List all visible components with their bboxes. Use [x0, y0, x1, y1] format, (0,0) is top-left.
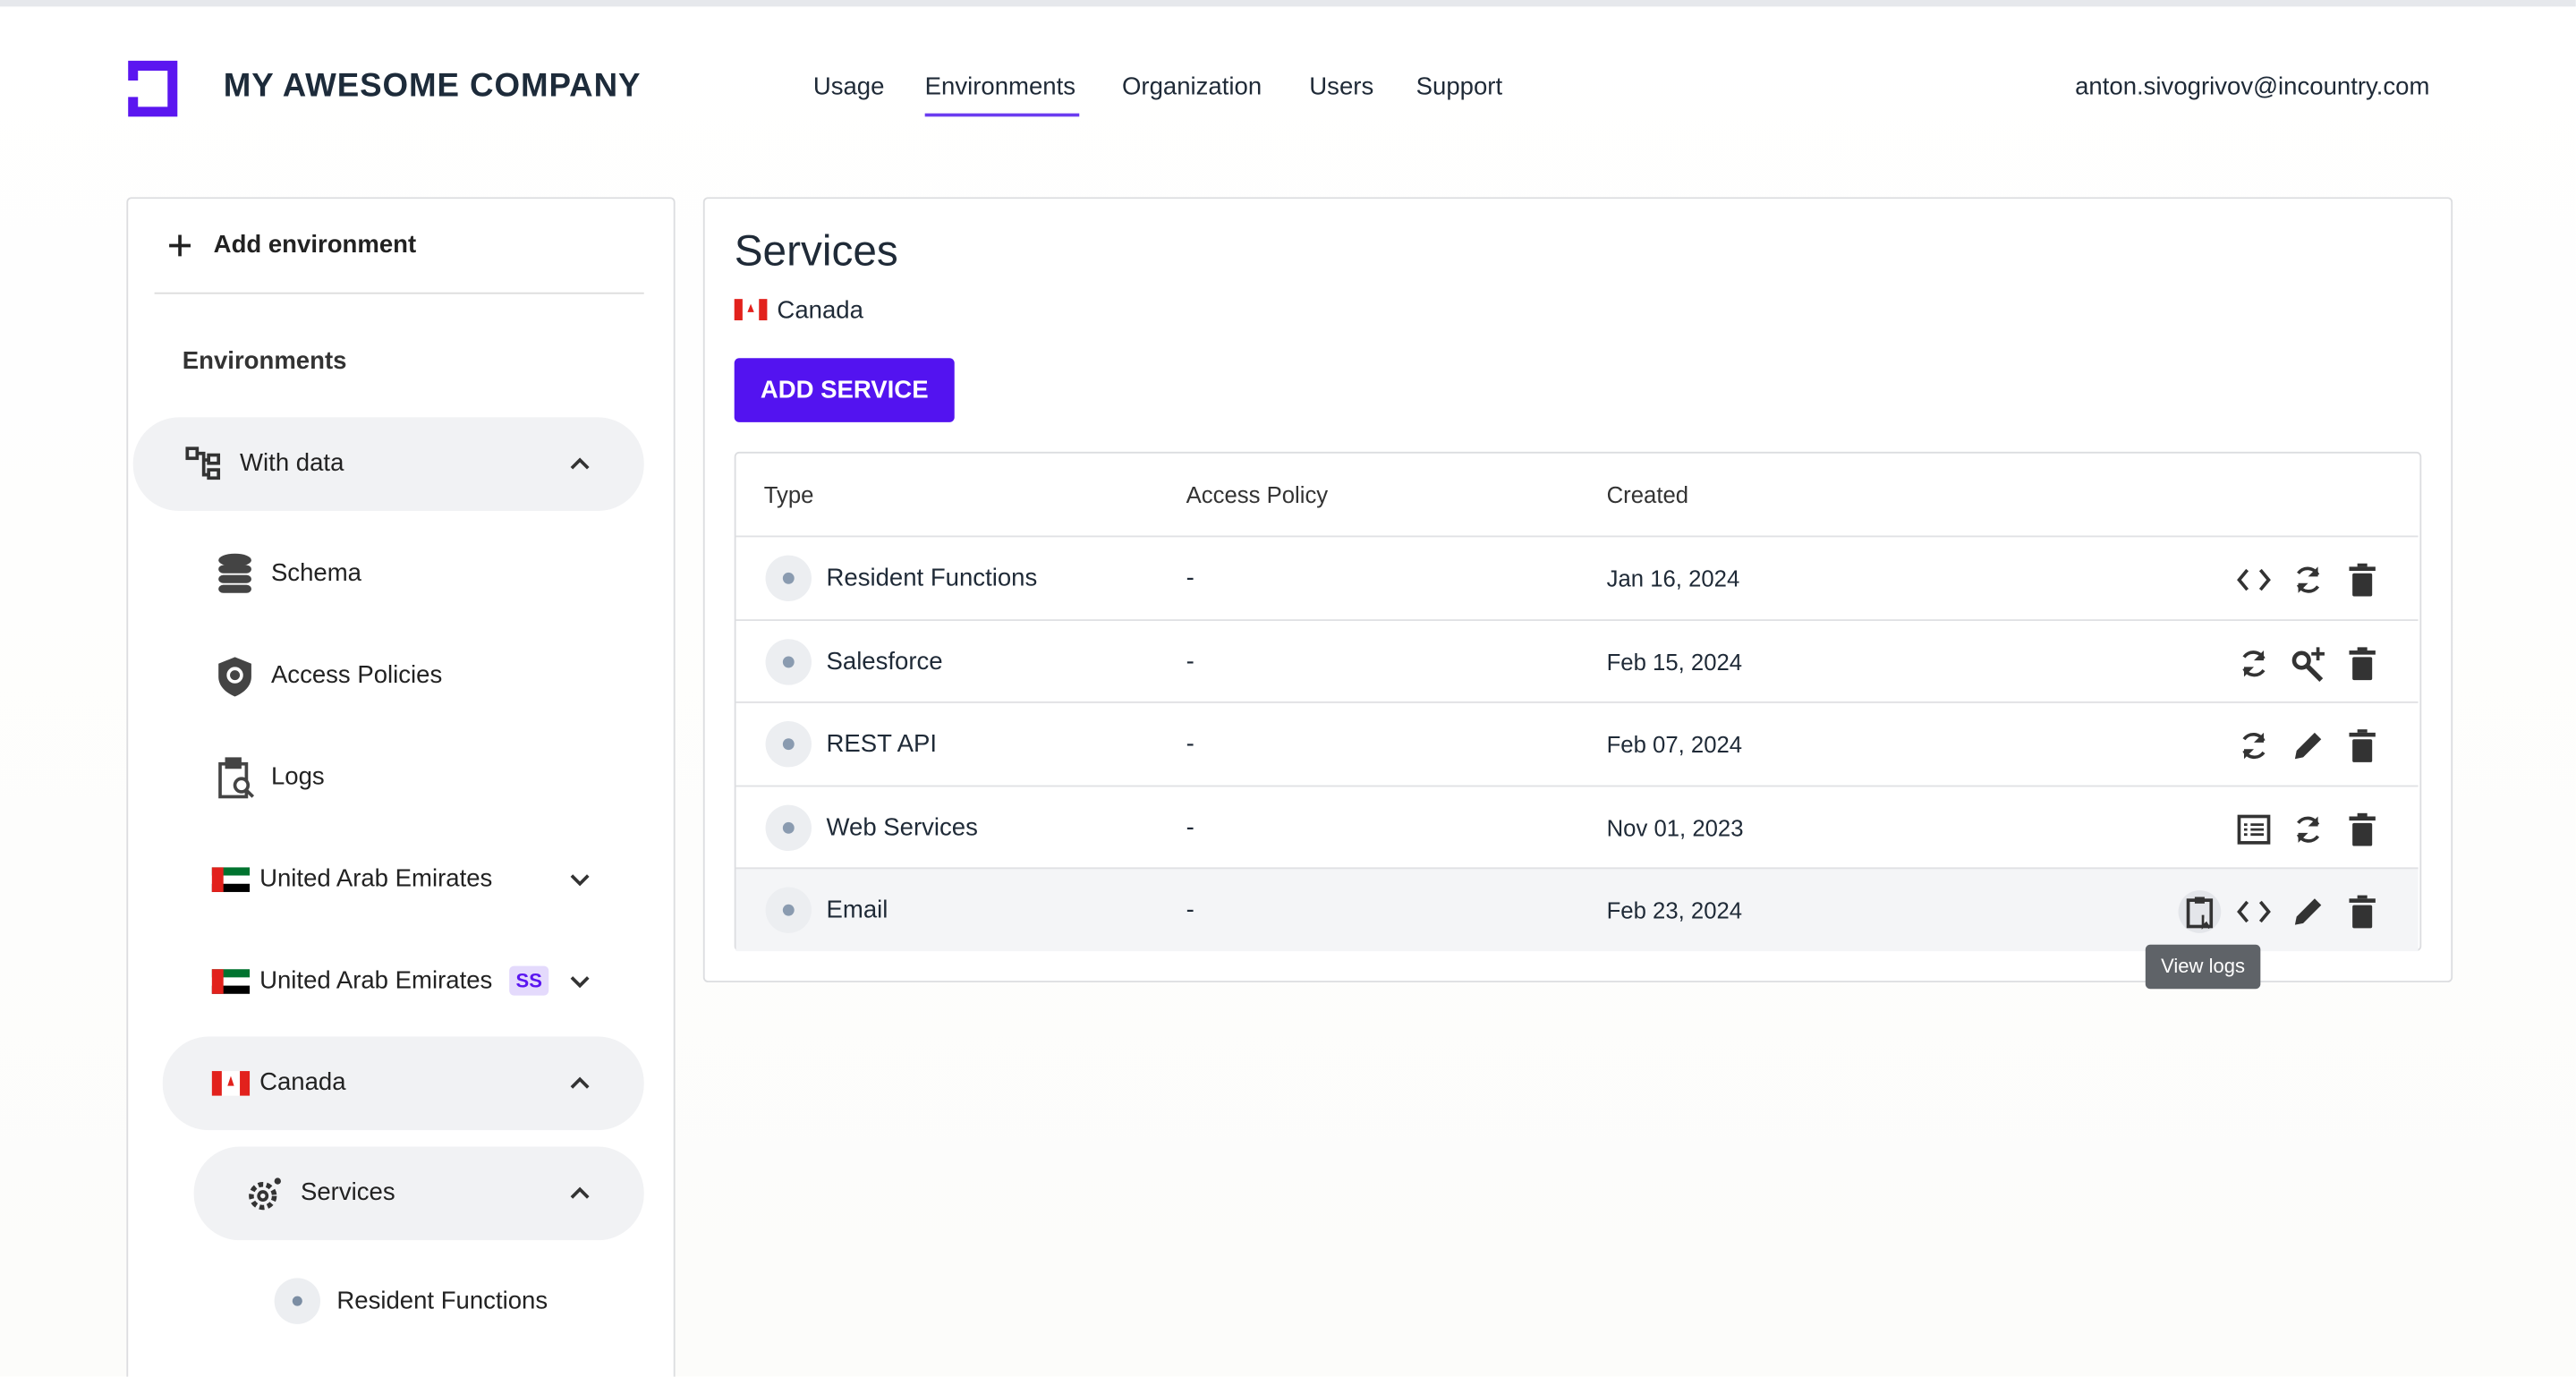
table-row[interactable]: Resident Functions - Jan 16, 2024 — [735, 535, 2419, 620]
nav-link[interactable]: Organization — [1121, 72, 1262, 101]
schema-icon — [218, 553, 251, 593]
service-icon — [765, 555, 812, 601]
nav-link[interactable]: Users — [1309, 72, 1374, 101]
pencil-action[interactable] — [2290, 894, 2325, 930]
created-date: Feb 15, 2024 — [1606, 648, 1743, 675]
service-icon — [765, 638, 812, 684]
item-label: Canada — [259, 1068, 346, 1097]
table-header: Type Access Policy Created — [736, 454, 2419, 536]
item-label[interactable]: Access Policies — [270, 660, 443, 690]
trash-action[interactable] — [2344, 727, 2380, 763]
access-policy: - — [1186, 812, 1194, 842]
flag-canada — [211, 1071, 251, 1096]
nav-link[interactable]: Support — [1416, 72, 1503, 101]
item-label[interactable]: Schema — [270, 559, 361, 588]
table-row[interactable]: Web Services - Nov 01, 2023 — [735, 784, 2419, 869]
item-label[interactable]: Resident Functions — [336, 1287, 548, 1315]
logs-action[interactable] — [2178, 890, 2222, 933]
created-date: Jan 16, 2024 — [1606, 565, 1740, 591]
code-action[interactable] — [2236, 562, 2272, 598]
chevron-up[interactable] — [570, 457, 590, 470]
item-label[interactable]: United Arab Emirates — [259, 966, 493, 995]
table-row[interactable]: REST API - Feb 07, 2024 — [735, 701, 2419, 786]
service-name: Web Services — [826, 812, 978, 842]
services-item[interactable] — [193, 1146, 644, 1241]
item-label: Services — [300, 1178, 395, 1207]
company-name: MY AWESOME COMPANY — [223, 68, 642, 105]
chevron-up[interactable] — [570, 1186, 590, 1199]
table-row[interactable]: Email - Feb 23, 2024 — [735, 867, 2419, 952]
access-policy: - — [1186, 647, 1194, 676]
logo — [128, 60, 178, 117]
flag-canada — [734, 299, 768, 321]
service-icon — [765, 887, 812, 933]
nav-link[interactable]: Environments — [924, 72, 1076, 101]
created-date: Nov 01, 2023 — [1606, 813, 1744, 841]
service-name: REST API — [826, 730, 938, 759]
column-header: Type — [763, 480, 814, 508]
pencil-action[interactable] — [2290, 727, 2325, 763]
service-icon — [765, 803, 812, 851]
logs-icon — [218, 757, 255, 799]
service-icon — [274, 1278, 321, 1324]
trash-action[interactable] — [2344, 894, 2380, 930]
nav-link[interactable]: Usage — [812, 72, 885, 101]
tree-icon — [185, 446, 221, 480]
page-title: Services — [734, 225, 898, 276]
chevron-down[interactable] — [570, 976, 590, 989]
key-action[interactable] — [2290, 645, 2325, 682]
user-email[interactable]: anton.sivogrivov@incountry.com — [2075, 72, 2430, 101]
refresh-action[interactable] — [2236, 727, 2272, 763]
trash-action[interactable] — [2344, 811, 2380, 846]
access-policy: - — [1186, 896, 1194, 924]
created-date: Feb 23, 2024 — [1606, 897, 1743, 923]
refresh-action[interactable] — [2290, 562, 2325, 598]
created-date: Feb 07, 2024 — [1606, 731, 1743, 758]
divider — [154, 292, 644, 294]
section-heading: Environments — [182, 347, 347, 376]
add-service-button[interactable]: ADD SERVICE — [734, 358, 955, 422]
chevron-up[interactable] — [570, 1076, 590, 1089]
refresh-action[interactable] — [2290, 811, 2325, 846]
service-name: Email — [826, 896, 888, 924]
service-icon — [765, 721, 812, 768]
country: Canada — [777, 296, 863, 325]
badge: SS — [509, 965, 549, 996]
item-label: With data — [240, 449, 344, 478]
trash-action[interactable] — [2344, 645, 2380, 681]
add-environment[interactable]: Add environment — [213, 230, 417, 259]
trash-action[interactable] — [2344, 562, 2380, 598]
top-bar — [0, 0, 2576, 7]
tooltip: View logs — [2145, 944, 2261, 990]
flag-uae — [211, 969, 251, 994]
flag-uae — [211, 867, 251, 892]
plus-icon — [169, 234, 191, 257]
service-name: Salesforce — [826, 647, 943, 676]
column-header: Created — [1606, 480, 1689, 508]
column-header: Access Policy — [1186, 480, 1329, 508]
item-label[interactable]: United Arab Emirates — [259, 864, 493, 893]
refresh-action[interactable] — [2236, 645, 2272, 681]
access-policy: - — [1186, 564, 1194, 592]
nav-underline — [924, 113, 1080, 117]
list-action[interactable] — [2236, 811, 2272, 846]
table-row[interactable]: Salesforce - Feb 15, 2024 — [735, 618, 2419, 702]
access-policy: - — [1186, 730, 1194, 759]
item-label[interactable]: Logs — [270, 762, 325, 792]
service-name: Resident Functions — [826, 564, 1038, 592]
chevron-down[interactable] — [570, 874, 590, 887]
policy-icon — [218, 657, 251, 697]
code-action[interactable] — [2236, 894, 2272, 930]
gear-icon — [249, 1177, 281, 1211]
